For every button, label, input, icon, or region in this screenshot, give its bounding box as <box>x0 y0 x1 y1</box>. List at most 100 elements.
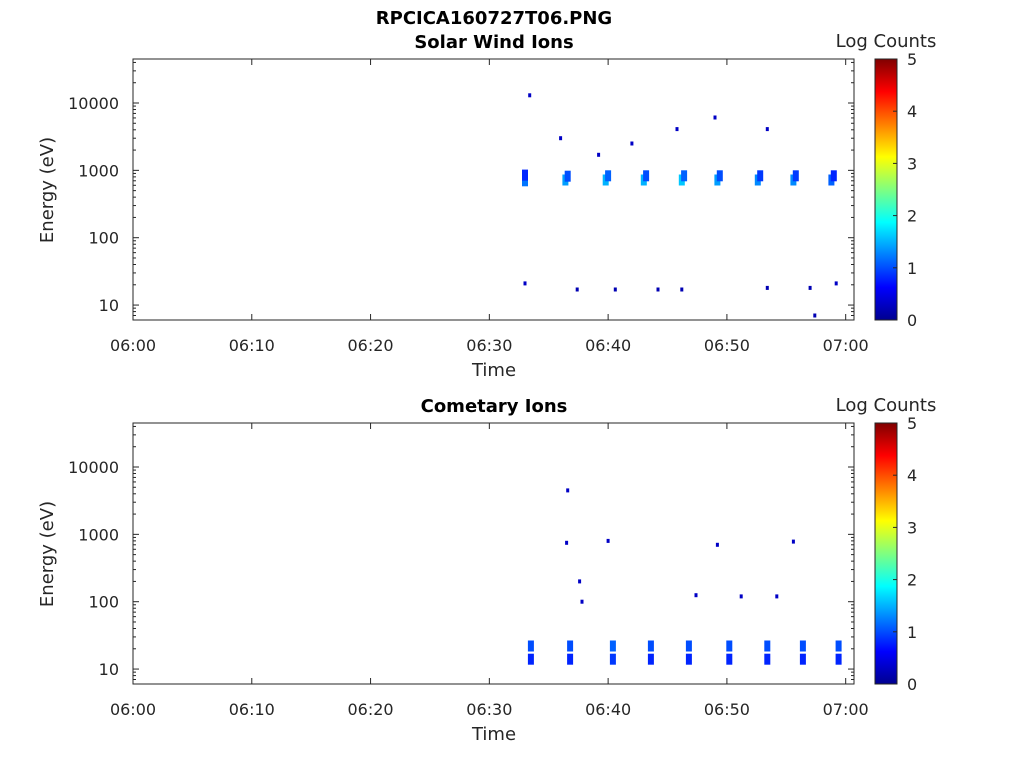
x-tick-label: 06:20 <box>348 336 394 355</box>
heatmap-cell <box>681 170 688 182</box>
x-tick-label: 06:00 <box>110 336 156 355</box>
heatmap-cell <box>675 127 679 132</box>
y-tick-label: 10000 <box>68 94 119 113</box>
colorbar-tick-label: 3 <box>907 518 917 537</box>
heatmap-cell <box>835 640 842 652</box>
panel-solar-wind: Solar Wind Ions Log Counts 06:00 06:10 06:… <box>37 31 936 381</box>
panel-cometary: Cometary Ions Log Counts 06:00 06:10 06:20… <box>37 395 936 745</box>
heatmap-cell <box>739 594 743 599</box>
heatmap-cell <box>765 127 769 132</box>
colorbar-tick-label: 2 <box>907 571 917 590</box>
heatmap-cell <box>630 141 634 146</box>
heatmap-cell <box>792 170 799 182</box>
colorbar-label: Log Counts <box>836 395 937 416</box>
x-tick-label: 07:00 <box>823 700 869 719</box>
x-tick-label: 06:10 <box>229 336 275 355</box>
y-tick-label: 1000 <box>78 525 119 544</box>
y-tick-label: 1000 <box>78 161 119 180</box>
x-tick-label: 06:40 <box>585 336 631 355</box>
heatmap-cells <box>522 93 838 318</box>
heatmap-cell <box>613 287 617 292</box>
heatmap-cell <box>567 640 574 652</box>
heatmap-cell <box>565 540 569 545</box>
heatmap-cell <box>609 640 616 652</box>
x-tick-label: 06:30 <box>466 336 512 355</box>
heatmap-cell <box>813 313 817 318</box>
heatmap-cell <box>685 653 692 665</box>
x-axis: 06:00 06:10 06:20 06:30 06:40 06:50 07:00 <box>110 59 869 355</box>
heatmap-cells <box>527 488 842 665</box>
heatmap-cell <box>580 599 584 604</box>
x-tick-label: 06:00 <box>110 700 156 719</box>
colorbar-tick-label: 3 <box>907 154 917 173</box>
colorbar-label: Log Counts <box>836 31 937 52</box>
heatmap-cell <box>775 594 779 599</box>
colorbar-ticks: 0 1 2 3 4 5 <box>893 50 917 330</box>
heatmap-cell <box>522 175 528 187</box>
heatmap-cell <box>715 542 719 547</box>
figure-title: RPCICA160727T06.PNG <box>376 8 612 29</box>
heatmap-cell <box>575 287 579 292</box>
heatmap-cell <box>808 285 812 290</box>
heatmap-cell <box>564 170 571 182</box>
colorbar-tick-label: 5 <box>907 414 917 433</box>
colorbar-tick-label: 4 <box>907 466 917 485</box>
x-tick-label: 07:00 <box>823 336 869 355</box>
colorbar-tick-label: 5 <box>907 50 917 69</box>
heatmap-cell <box>791 539 795 544</box>
heatmap-cell <box>757 170 764 182</box>
colorbar <box>874 422 898 685</box>
heatmap-cell <box>578 579 582 584</box>
heatmap-cell <box>605 170 612 182</box>
colorbar-tick-label: 4 <box>907 102 917 121</box>
heatmap-cell <box>830 170 837 182</box>
plot-frame <box>132 422 855 685</box>
heatmap-cell <box>597 152 601 157</box>
heatmap-cell <box>694 593 698 598</box>
x-axis: 06:00 06:10 06:20 06:30 06:40 06:50 07:00 <box>110 423 869 719</box>
chart-title: Solar Wind Ions <box>414 32 573 53</box>
heatmap-cell <box>716 170 723 182</box>
y-tick-label: 10 <box>99 660 119 679</box>
heatmap-cell <box>606 538 610 543</box>
heatmap-cell <box>835 653 842 665</box>
colorbar-ticks: 0 1 2 3 4 5 <box>893 414 917 694</box>
heatmap-cell <box>527 653 534 665</box>
heatmap-cell <box>834 281 838 286</box>
x-tick-label: 06:50 <box>704 700 750 719</box>
heatmap-cell <box>523 281 527 286</box>
colorbar-tick-label: 0 <box>907 675 917 694</box>
y-axis: 10 100 1000 10000 <box>68 425 854 685</box>
colorbar-tick-label: 0 <box>907 311 917 330</box>
heatmap-cell <box>685 640 692 652</box>
heatmap-cell <box>647 653 654 665</box>
plot-frame <box>132 58 855 321</box>
heatmap-cell <box>764 640 771 652</box>
x-tick-label: 06:20 <box>348 700 394 719</box>
x-tick-label: 06:50 <box>704 336 750 355</box>
heatmap-cell <box>609 653 616 665</box>
y-tick-label: 10000 <box>68 458 119 477</box>
y-axis: 10 100 1000 10000 <box>68 61 854 321</box>
heatmap-cell <box>522 169 528 181</box>
heatmap-cell <box>567 653 574 665</box>
heatmap-cell <box>559 136 563 141</box>
colorbar <box>874 58 898 321</box>
heatmap-cell <box>765 285 769 290</box>
y-axis-label: Energy (eV) <box>37 137 58 243</box>
heatmap-cell <box>764 653 771 665</box>
heatmap-cell <box>566 488 570 493</box>
heatmap-cell <box>680 287 684 292</box>
heatmap-cell <box>726 653 733 665</box>
y-tick-label: 100 <box>88 229 119 248</box>
heatmap-cell <box>528 93 532 98</box>
chart-title: Cometary Ions <box>421 396 568 417</box>
x-axis-label: Time <box>471 360 516 381</box>
x-axis-label: Time <box>471 724 516 745</box>
colorbar-tick-label: 2 <box>907 207 917 226</box>
heatmap-cell <box>647 640 654 652</box>
y-axis-label: Energy (eV) <box>37 501 58 607</box>
heatmap-cell <box>799 640 806 652</box>
heatmap-cell <box>713 115 717 120</box>
